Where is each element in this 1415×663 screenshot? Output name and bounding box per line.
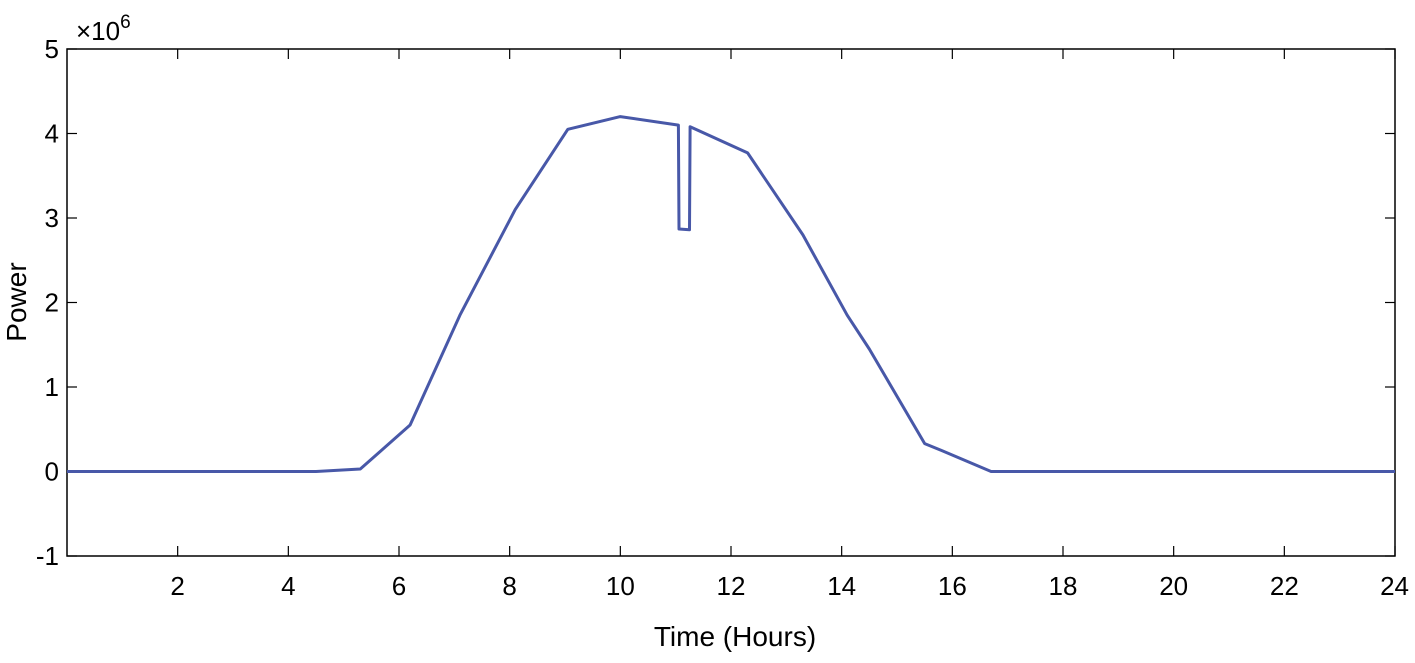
x-tick-label: 4: [281, 571, 295, 601]
x-tick-label: 22: [1270, 571, 1299, 601]
y-tick-label: 3: [45, 203, 59, 233]
x-axis-title: Time (Hours): [654, 621, 816, 652]
y-tick-label: 5: [45, 34, 59, 64]
plot-frame: [66, 48, 1396, 557]
x-tick-label: 20: [1159, 571, 1188, 601]
y-axis-title: Power: [1, 262, 32, 341]
x-axis-ticks: 2 4 6 8 10 12 14 16 18 20 22 24: [170, 49, 1409, 601]
x-tick-label: 2: [170, 571, 184, 601]
x-tick-label: 12: [717, 571, 746, 601]
y-tick-label: 2: [45, 288, 59, 318]
x-tick-label: 18: [1049, 571, 1078, 601]
y-multiplier-label: ×106: [76, 12, 131, 46]
y-tick-label: -1: [36, 541, 59, 571]
x-tick-label: 10: [606, 571, 635, 601]
x-tick-label: 6: [392, 571, 406, 601]
y-tick-label: 0: [45, 457, 59, 487]
y-tick-label: 1: [45, 372, 59, 402]
x-tick-label: 14: [827, 571, 856, 601]
x-tick-label: 24: [1380, 571, 1409, 601]
y-tick-label: 4: [45, 119, 59, 149]
y-axis-ticks: -1 0 1 2 3 4 5: [36, 34, 1395, 571]
x-tick-label: 8: [502, 571, 516, 601]
y-multiplier-exponent: 6: [120, 12, 131, 33]
power-series-line: [67, 115, 1395, 473]
x-tick-label: 16: [938, 571, 967, 601]
series-layer: [67, 115, 1395, 473]
y-multiplier-base: ×10: [76, 16, 120, 46]
